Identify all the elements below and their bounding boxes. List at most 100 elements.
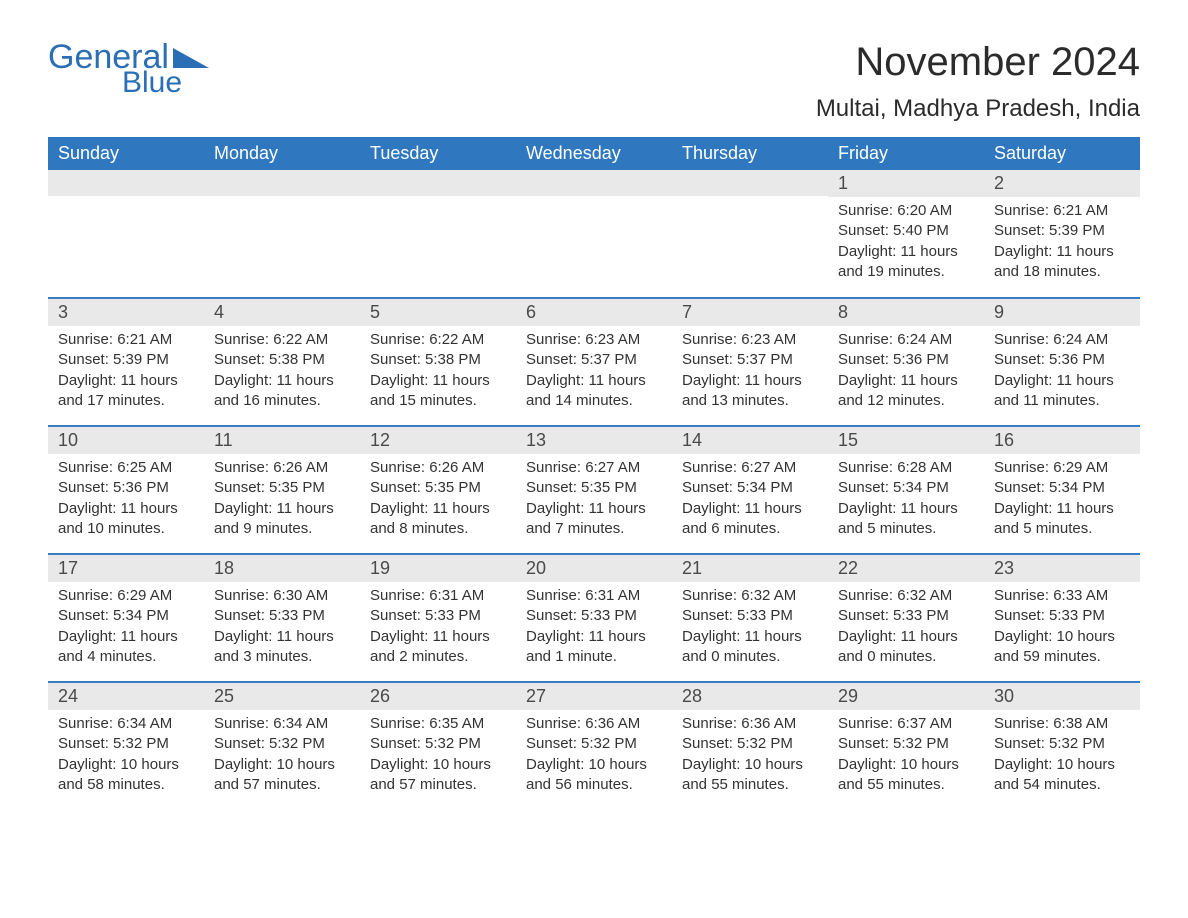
- calendar-cell: 13Sunrise: 6:27 AMSunset: 5:35 PMDayligh…: [516, 426, 672, 554]
- calendar-cell: 6Sunrise: 6:23 AMSunset: 5:37 PMDaylight…: [516, 298, 672, 426]
- sunset-text: Sunset: 5:40 PM: [838, 221, 974, 241]
- calendar-cell: [360, 170, 516, 298]
- daylight-text: Daylight: 11 hours and 17 minutes.: [58, 371, 194, 412]
- sunset-text: Sunset: 5:32 PM: [214, 734, 350, 754]
- day-number: 19: [360, 555, 516, 582]
- day-data: Sunrise: 6:27 AMSunset: 5:34 PMDaylight:…: [672, 454, 828, 545]
- sunrise-text: Sunrise: 6:38 AM: [994, 714, 1130, 734]
- sunset-text: Sunset: 5:34 PM: [682, 478, 818, 498]
- day-number-empty: [516, 170, 672, 196]
- day-data: Sunrise: 6:23 AMSunset: 5:37 PMDaylight:…: [516, 326, 672, 417]
- day-number: 14: [672, 427, 828, 454]
- day-number-empty: [360, 170, 516, 196]
- day-number-empty: [48, 170, 204, 196]
- daylight-text: Daylight: 11 hours and 7 minutes.: [526, 499, 662, 540]
- daylight-text: Daylight: 11 hours and 18 minutes.: [994, 242, 1130, 283]
- calendar-week-row: 1Sunrise: 6:20 AMSunset: 5:40 PMDaylight…: [48, 170, 1140, 298]
- daylight-text: Daylight: 11 hours and 3 minutes.: [214, 627, 350, 668]
- daylight-text: Daylight: 11 hours and 12 minutes.: [838, 371, 974, 412]
- day-data: Sunrise: 6:23 AMSunset: 5:37 PMDaylight:…: [672, 326, 828, 417]
- sunset-text: Sunset: 5:32 PM: [370, 734, 506, 754]
- sunrise-text: Sunrise: 6:29 AM: [58, 586, 194, 606]
- day-number: 3: [48, 299, 204, 326]
- day-data: Sunrise: 6:26 AMSunset: 5:35 PMDaylight:…: [360, 454, 516, 545]
- sunrise-text: Sunrise: 6:30 AM: [214, 586, 350, 606]
- day-data: Sunrise: 6:36 AMSunset: 5:32 PMDaylight:…: [516, 710, 672, 801]
- dow-friday: Friday: [828, 137, 984, 170]
- day-number: 24: [48, 683, 204, 710]
- sunset-text: Sunset: 5:35 PM: [370, 478, 506, 498]
- day-data: Sunrise: 6:26 AMSunset: 5:35 PMDaylight:…: [204, 454, 360, 545]
- calendar-cell: 28 Sunrise: 6:36 AMSunset: 5:32 PMDayligh…: [672, 682, 828, 810]
- calendar-cell: 12Sunrise: 6:26 AMSunset: 5:35 PMDayligh…: [360, 426, 516, 554]
- day-data: Sunrise: 6:35 AMSunset: 5:32 PMDaylight:…: [360, 710, 516, 801]
- sunrise-text: Sunrise: 6:31 AM: [526, 586, 662, 606]
- dow-sunday: Sunday: [48, 137, 204, 170]
- day-number: 30: [984, 683, 1140, 710]
- day-data: Sunrise: 6:31 AMSunset: 5:33 PMDaylight:…: [360, 582, 516, 673]
- daylight-text: Daylight: 10 hours and 58 minutes.: [58, 755, 194, 796]
- day-data: Sunrise: 6:21 AMSunset: 5:39 PMDaylight:…: [48, 326, 204, 417]
- sunset-text: Sunset: 5:33 PM: [214, 606, 350, 626]
- sunrise-text: Sunrise: 6:23 AM: [682, 330, 818, 350]
- sunset-text: Sunset: 5:38 PM: [370, 350, 506, 370]
- sunrise-text: Sunrise: 6:27 AM: [682, 458, 818, 478]
- day-number: 17: [48, 555, 204, 582]
- logo-triangle-icon: [173, 48, 209, 68]
- sunrise-text: Sunrise: 6:34 AM: [58, 714, 194, 734]
- day-number: 8: [828, 299, 984, 326]
- sunset-text: Sunset: 5:37 PM: [526, 350, 662, 370]
- day-number: 15: [828, 427, 984, 454]
- calendar-cell: [48, 170, 204, 298]
- sunset-text: Sunset: 5:32 PM: [526, 734, 662, 754]
- calendar-cell: 20Sunrise: 6:31 AMSunset: 5:33 PMDayligh…: [516, 554, 672, 682]
- sunrise-text: Sunrise: 6:36 AM: [682, 714, 818, 734]
- daylight-text: Daylight: 11 hours and 16 minutes.: [214, 371, 350, 412]
- sunset-text: Sunset: 5:37 PM: [682, 350, 818, 370]
- dow-tuesday: Tuesday: [360, 137, 516, 170]
- daylight-text: Daylight: 11 hours and 9 minutes.: [214, 499, 350, 540]
- sunset-text: Sunset: 5:39 PM: [994, 221, 1130, 241]
- day-number: 26: [360, 683, 516, 710]
- sunset-text: Sunset: 5:32 PM: [682, 734, 818, 754]
- day-number: 4: [204, 299, 360, 326]
- calendar-cell: 22Sunrise: 6:32 AMSunset: 5:33 PMDayligh…: [828, 554, 984, 682]
- day-number: 10: [48, 427, 204, 454]
- daylight-text: Daylight: 11 hours and 0 minutes.: [838, 627, 974, 668]
- daylight-text: Daylight: 11 hours and 4 minutes.: [58, 627, 194, 668]
- sunset-text: Sunset: 5:32 PM: [994, 734, 1130, 754]
- day-number: 9: [984, 299, 1140, 326]
- day-number: 25: [204, 683, 360, 710]
- day-number: 22: [828, 555, 984, 582]
- calendar-cell: 9Sunrise: 6:24 AMSunset: 5:36 PMDaylight…: [984, 298, 1140, 426]
- calendar-cell: 19Sunrise: 6:31 AMSunset: 5:33 PMDayligh…: [360, 554, 516, 682]
- day-data: Sunrise: 6:25 AMSunset: 5:36 PMDaylight:…: [48, 454, 204, 545]
- logo: General Blue: [48, 40, 209, 98]
- calendar-cell: 30Sunrise: 6:38 AMSunset: 5:32 PMDayligh…: [984, 682, 1140, 810]
- day-data: Sunrise: 6:30 AMSunset: 5:33 PMDaylight:…: [204, 582, 360, 673]
- logo-word-blue: Blue: [122, 68, 209, 98]
- sunset-text: Sunset: 5:33 PM: [682, 606, 818, 626]
- calendar-cell: 29Sunrise: 6:37 AMSunset: 5:32 PMDayligh…: [828, 682, 984, 810]
- dow-saturday: Saturday: [984, 137, 1140, 170]
- daylight-text: Daylight: 10 hours and 55 minutes.: [682, 755, 818, 796]
- sunset-text: Sunset: 5:33 PM: [838, 606, 974, 626]
- day-number: 27: [516, 683, 672, 710]
- day-data: Sunrise: 6:34 AMSunset: 5:32 PMDaylight:…: [204, 710, 360, 801]
- sunrise-text: Sunrise: 6:22 AM: [370, 330, 506, 350]
- daylight-text: Daylight: 11 hours and 19 minutes.: [838, 242, 974, 283]
- sunrise-text: Sunrise: 6:22 AM: [214, 330, 350, 350]
- calendar-cell: 24Sunrise: 6:34 AMSunset: 5:32 PMDayligh…: [48, 682, 204, 810]
- day-data: Sunrise: 6:38 AMSunset: 5:32 PMDaylight:…: [984, 710, 1140, 801]
- calendar-cell: 17Sunrise: 6:29 AMSunset: 5:34 PMDayligh…: [48, 554, 204, 682]
- calendar-cell: 23Sunrise: 6:33 AMSunset: 5:33 PMDayligh…: [984, 554, 1140, 682]
- sunrise-text: Sunrise: 6:24 AM: [838, 330, 974, 350]
- calendar-cell: 2Sunrise: 6:21 AMSunset: 5:39 PMDaylight…: [984, 170, 1140, 298]
- day-number: 28: [672, 683, 828, 710]
- day-data: Sunrise: 6:32 AMSunset: 5:33 PMDaylight:…: [672, 582, 828, 673]
- day-number: 21: [672, 555, 828, 582]
- calendar-cell: 11Sunrise: 6:26 AMSunset: 5:35 PMDayligh…: [204, 426, 360, 554]
- day-number: 6: [516, 299, 672, 326]
- sunset-text: Sunset: 5:38 PM: [214, 350, 350, 370]
- sunset-text: Sunset: 5:33 PM: [994, 606, 1130, 626]
